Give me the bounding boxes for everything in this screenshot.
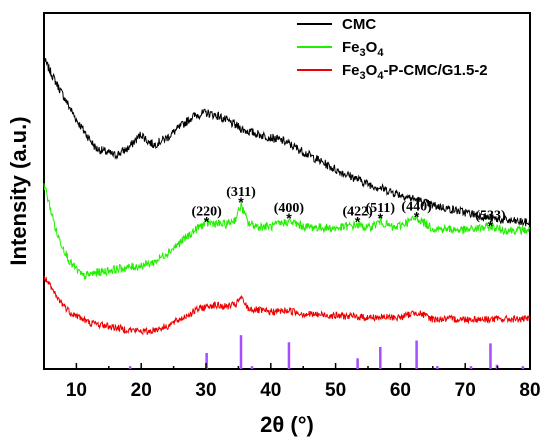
series-line-fe3o4 (43, 183, 531, 280)
series-line-cmc (43, 58, 531, 227)
x-axis: 10 20 30 40 50 60 70 80 (43, 363, 541, 401)
peak-label: (220) (191, 205, 222, 220)
series-layer (43, 58, 531, 336)
legend-label-cmc: CMC (342, 16, 376, 33)
peak-label: (400) (274, 201, 305, 216)
peak-marker: * (414, 208, 420, 224)
x-tick-label: 50 (325, 380, 346, 401)
peak-marker: * (378, 210, 384, 226)
x-tick-label: 80 (519, 380, 540, 401)
y-axis-title: Intensity (a.u.) (6, 116, 31, 265)
peak-label: (533) (475, 208, 506, 223)
x-axis-title: 2θ (°) (260, 412, 314, 437)
peak-label: (511) (366, 201, 396, 216)
peak-marker: * (204, 214, 210, 230)
peak-marker: * (355, 214, 361, 230)
x-tick-label: 20 (131, 380, 152, 401)
legend-label-fe3o4: Fe3O4 (342, 39, 384, 59)
legend: CMC Fe3O4 Fe3O4-P-CMC/G1.5-2 (297, 16, 488, 82)
x-tick-label: 40 (260, 380, 281, 401)
x-tick-label: 70 (455, 380, 476, 401)
peak-marker: * (238, 194, 244, 210)
peak-marker: * (488, 217, 494, 233)
x-tick-label: 30 (195, 380, 216, 401)
x-tick-label: 10 (66, 380, 87, 401)
peak-annotations: *(220)*(311)*(400)*(422) *(511) *(440)*(53… (191, 185, 505, 233)
legend-label-composite: Fe3O4-P-CMC/G1.5-2 (342, 62, 488, 82)
peak-label: (311) (226, 185, 256, 200)
series-line-composite (43, 275, 531, 336)
peak-label: (440) (401, 199, 432, 214)
peak-marker: * (286, 210, 292, 226)
x-tick-label: 60 (390, 380, 411, 401)
peak-label: (422) (342, 205, 373, 220)
